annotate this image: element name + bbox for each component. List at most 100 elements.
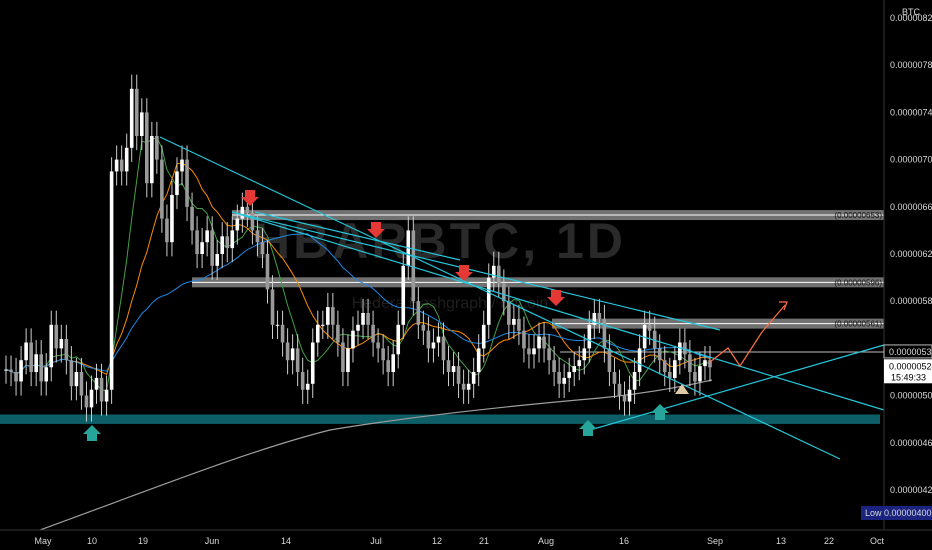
candle-body (295, 348, 300, 372)
candle-body (139, 112, 144, 136)
candle-body (155, 136, 159, 160)
candle-body (532, 348, 536, 355)
candle-body (391, 354, 395, 372)
candle-body (29, 342, 33, 372)
candle-body (300, 372, 305, 390)
candle-body (497, 265, 501, 284)
buy-arrow-icon (579, 420, 597, 436)
candle-body (657, 348, 662, 361)
low-tag (861, 506, 932, 520)
candle-body (99, 377, 104, 402)
trendline (254, 211, 461, 261)
candle-body (260, 242, 265, 254)
candle-body (321, 324, 325, 326)
buy-arrow-icon (83, 425, 101, 441)
candle-body (431, 342, 436, 349)
x-tick-label: Jul (370, 536, 382, 546)
candle-body (557, 372, 561, 384)
candle-body (265, 254, 270, 290)
candle-body (562, 377, 566, 384)
candle-body (708, 360, 712, 368)
candle-body (39, 354, 43, 382)
candle-body (507, 301, 511, 325)
buy-arrow-icon (651, 404, 669, 420)
candle-body (678, 342, 682, 361)
candle-body (441, 336, 446, 361)
candle-body (129, 88, 134, 148)
sell-arrow-icon (367, 222, 385, 238)
sell-arrow-icon (241, 190, 259, 206)
candle-body (285, 342, 290, 361)
candle-body (436, 336, 441, 343)
candle-body (59, 338, 64, 349)
x-tick-label: 13 (776, 536, 786, 546)
trendline (231, 211, 721, 331)
candle-body (210, 230, 214, 266)
candle-body (637, 348, 642, 372)
candle-body (109, 171, 114, 390)
candle-body (24, 342, 28, 361)
candle-body (673, 360, 677, 378)
candle-body (632, 372, 637, 390)
candle-body (14, 372, 18, 382)
candle-body (693, 372, 697, 382)
candle-body (150, 136, 154, 184)
candle-body (34, 354, 38, 372)
candle-body (290, 348, 295, 361)
candle-body (667, 372, 672, 378)
candle-body (582, 348, 587, 361)
candle-body (597, 313, 602, 319)
candle-body (4, 369, 8, 371)
time-axis[interactable]: May 10 19 Jun 14 Jul 12 21 Aug 16 Sep 13 22 Oct (0, 529, 932, 546)
candle-body (381, 348, 385, 361)
candle-body (502, 283, 506, 302)
candle-body (386, 360, 390, 372)
x-tick-label: Aug (538, 536, 554, 546)
marker-triangle-icon (675, 384, 689, 394)
candle-body (255, 230, 260, 243)
candle-body (175, 171, 179, 195)
trendline (589, 344, 885, 431)
candle-body (617, 383, 622, 396)
candle-body (245, 206, 250, 213)
candle-body (451, 366, 456, 372)
candle-body (356, 324, 360, 331)
candle-body (270, 289, 275, 325)
candle-body (527, 348, 531, 355)
candle-body (471, 372, 476, 384)
candle-body (602, 318, 607, 349)
candle-body (205, 230, 209, 243)
candle-body (195, 230, 199, 254)
x-tick-label: 19 (138, 536, 148, 546)
candle-body (190, 206, 194, 231)
countdown-label: 15:49:33 (891, 372, 926, 382)
projection-line (709, 304, 786, 368)
candle-body (89, 389, 94, 408)
candle-body (647, 324, 652, 331)
x-tick-label: May (34, 536, 52, 546)
current-price-tag (884, 359, 932, 384)
candle-body (416, 301, 421, 325)
candle-body (622, 395, 627, 402)
candle-body (547, 348, 551, 361)
candle-body (280, 324, 285, 343)
candle-body (481, 324, 486, 349)
candle-body (114, 159, 119, 172)
candle-body (421, 324, 426, 331)
candle-body (230, 230, 235, 249)
price-level-label: (0.00000561) (834, 320, 882, 329)
candle-body (652, 330, 657, 349)
price-level-label: (0.00000596) (834, 278, 882, 287)
candle-body (517, 318, 521, 331)
candle-body (54, 324, 59, 349)
candle-body (522, 330, 526, 349)
watermark-symbol: HBARBTC, 1D (254, 213, 626, 269)
candle-body (84, 395, 89, 408)
candle-body (44, 367, 49, 382)
ma-short-line (5, 162, 711, 376)
